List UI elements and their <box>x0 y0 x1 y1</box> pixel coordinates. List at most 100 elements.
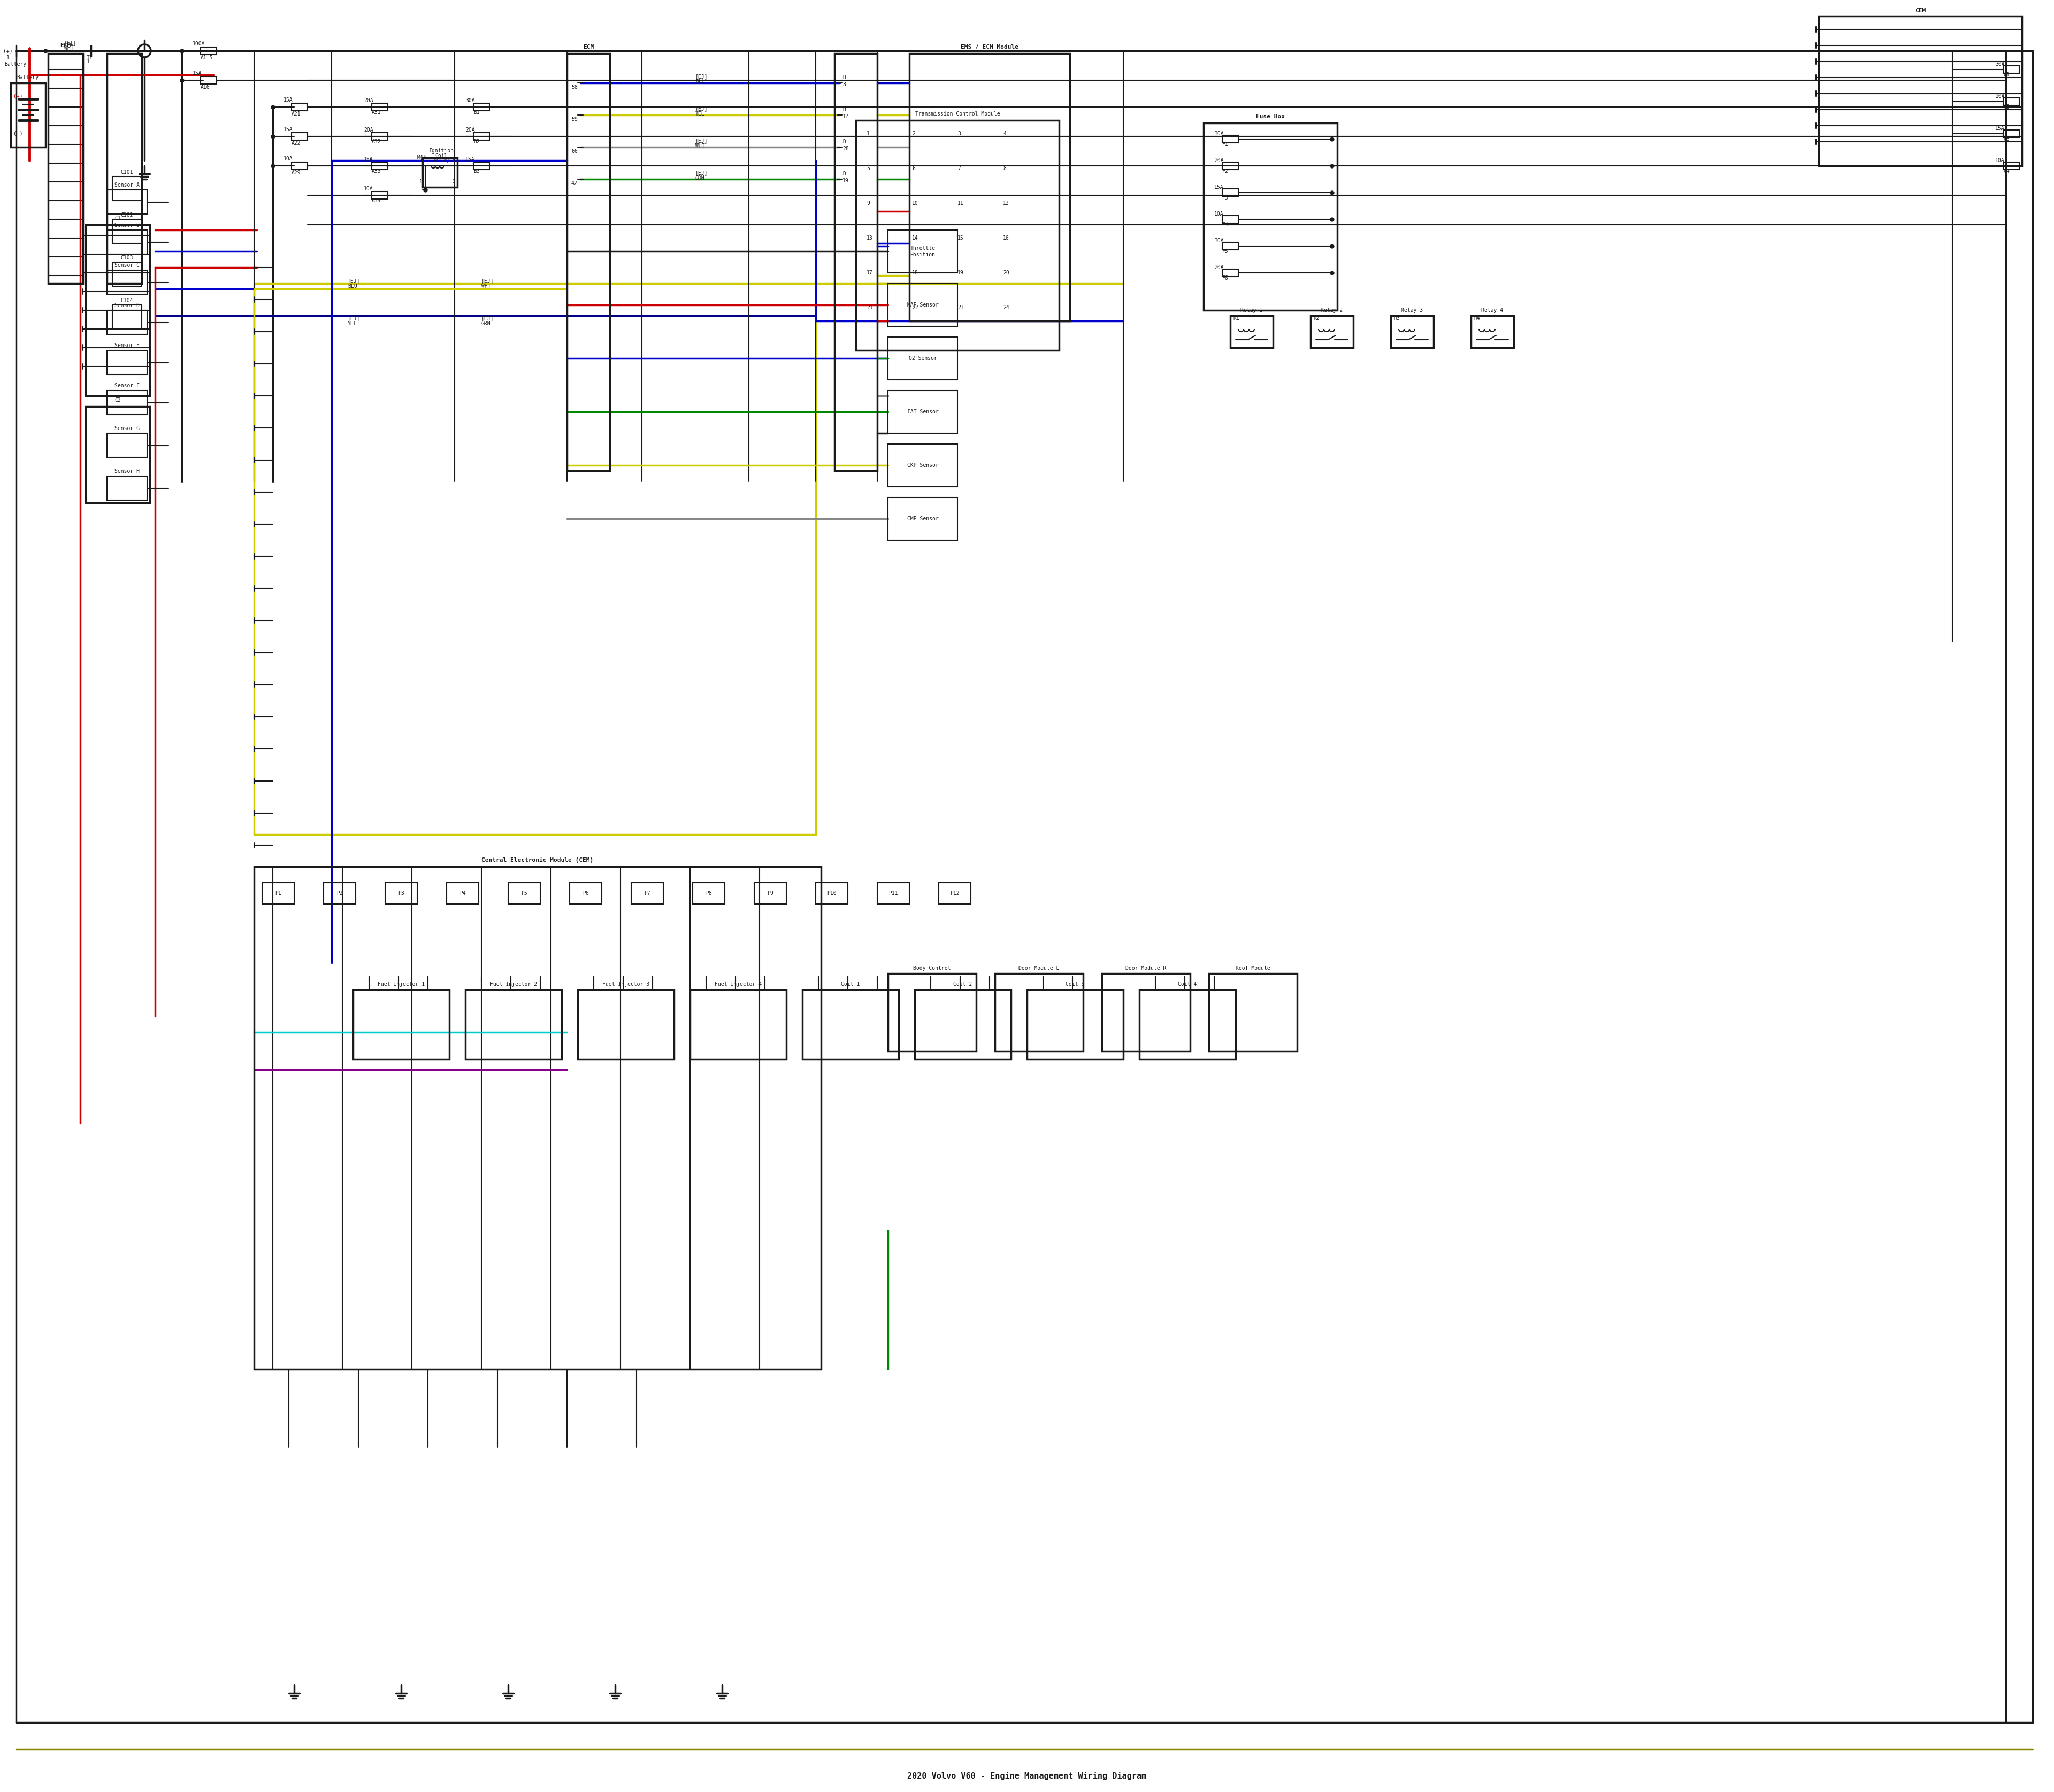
Bar <box>292 104 308 111</box>
Bar <box>86 224 150 396</box>
Bar <box>201 77 216 84</box>
Text: [EJ]: [EJ] <box>696 73 709 79</box>
Text: 21: 21 <box>867 305 873 310</box>
Text: Coil 1: Coil 1 <box>840 982 861 987</box>
Text: C3: C3 <box>2003 136 2009 142</box>
Bar <box>113 177 142 201</box>
Text: A31: A31 <box>372 109 382 115</box>
Text: 1: 1 <box>86 59 90 65</box>
Bar <box>353 989 450 1059</box>
Text: O2 Sensor: O2 Sensor <box>908 357 937 360</box>
Bar <box>1222 242 1239 249</box>
Bar <box>107 310 148 335</box>
Bar <box>1222 215 1239 222</box>
Text: [EJ]: [EJ] <box>696 138 709 143</box>
Bar <box>292 161 308 170</box>
Bar <box>887 973 976 1052</box>
Bar <box>201 47 216 54</box>
Bar <box>86 407 150 504</box>
Text: 18: 18 <box>912 271 918 276</box>
Text: CEM: CEM <box>1914 7 1927 13</box>
Bar <box>1222 269 1239 276</box>
Text: 1: 1 <box>419 179 423 185</box>
Bar <box>446 883 479 903</box>
Text: C101: C101 <box>121 170 134 176</box>
Text: F1: F1 <box>1222 142 1228 147</box>
Bar <box>113 305 142 330</box>
Text: Fuel Injector 4: Fuel Injector 4 <box>715 982 762 987</box>
Text: [EJ]: [EJ] <box>347 278 359 283</box>
Text: 24: 24 <box>1002 305 1009 310</box>
Text: D: D <box>842 75 846 81</box>
Text: 59: 59 <box>571 116 577 122</box>
Text: Sensor D: Sensor D <box>115 303 140 308</box>
Text: Fuse Box: Fuse Box <box>1255 115 1286 120</box>
Bar <box>472 104 489 111</box>
Text: F6: F6 <box>1222 276 1228 281</box>
Text: Coil 2: Coil 2 <box>953 982 972 987</box>
Text: 58: 58 <box>571 84 577 90</box>
Text: Fuel Injector 2: Fuel Injector 2 <box>491 982 536 987</box>
Text: A34: A34 <box>372 197 382 202</box>
Text: A29: A29 <box>292 170 302 176</box>
Bar <box>834 54 877 471</box>
Bar <box>2003 161 2019 170</box>
Text: BLU: BLU <box>696 79 705 84</box>
Text: Battery: Battery <box>16 75 39 81</box>
Bar <box>113 219 142 244</box>
Text: 20A: 20A <box>466 127 474 133</box>
Text: 100A: 100A <box>193 41 205 47</box>
Bar <box>1210 973 1298 1052</box>
Bar <box>255 867 822 1369</box>
Text: 14: 14 <box>912 235 918 240</box>
Bar <box>1222 136 1239 143</box>
Bar <box>914 989 1011 1059</box>
Bar <box>107 54 142 283</box>
Bar <box>472 133 489 140</box>
Text: (-): (-) <box>14 131 23 136</box>
Text: Coil 3: Coil 3 <box>1066 982 1085 987</box>
Text: C4: C4 <box>2003 168 2009 174</box>
Text: 8: 8 <box>1002 167 1006 172</box>
Text: Relay 4: Relay 4 <box>1481 308 1504 314</box>
Bar <box>887 337 957 380</box>
Text: 5: 5 <box>867 167 869 172</box>
Text: Sensor H: Sensor H <box>115 468 140 473</box>
Text: Throttle
Position: Throttle Position <box>910 246 935 258</box>
Text: Relay 3: Relay 3 <box>1401 308 1423 314</box>
Bar <box>107 477 148 500</box>
Text: 2: 2 <box>912 131 916 136</box>
Text: GRN: GRN <box>481 321 491 326</box>
Text: Sensor B: Sensor B <box>115 222 140 228</box>
Bar <box>887 498 957 539</box>
Bar <box>1471 315 1514 348</box>
Text: 1: 1 <box>6 56 10 61</box>
Bar <box>569 883 602 903</box>
Text: 13: 13 <box>867 235 873 240</box>
Text: Body Control: Body Control <box>914 966 951 971</box>
Text: 15: 15 <box>957 235 963 240</box>
Text: Coil 4: Coil 4 <box>1179 982 1197 987</box>
Bar <box>1230 315 1273 348</box>
Text: 10A: 10A <box>1994 158 2005 163</box>
Bar <box>107 434 148 457</box>
Text: P11: P11 <box>889 891 898 896</box>
Text: Door Module R: Door Module R <box>1126 966 1167 971</box>
Text: Fuel Injector 3: Fuel Injector 3 <box>602 982 649 987</box>
Text: 7: 7 <box>957 167 961 172</box>
Bar <box>857 120 1060 351</box>
Text: T1: T1 <box>86 56 92 61</box>
Text: 17: 17 <box>867 271 873 276</box>
Bar <box>690 989 787 1059</box>
Text: ECM: ECM <box>60 43 70 48</box>
Text: R4: R4 <box>1473 315 1481 321</box>
Text: 3: 3 <box>957 131 961 136</box>
Text: Sensor E: Sensor E <box>115 342 140 348</box>
Bar <box>2003 131 2019 138</box>
Text: P3: P3 <box>398 891 405 896</box>
Bar <box>1222 188 1239 197</box>
Text: C102: C102 <box>121 213 134 217</box>
Text: F2: F2 <box>1222 168 1228 174</box>
Text: WHT: WHT <box>696 143 705 149</box>
Text: 3: 3 <box>419 158 423 163</box>
